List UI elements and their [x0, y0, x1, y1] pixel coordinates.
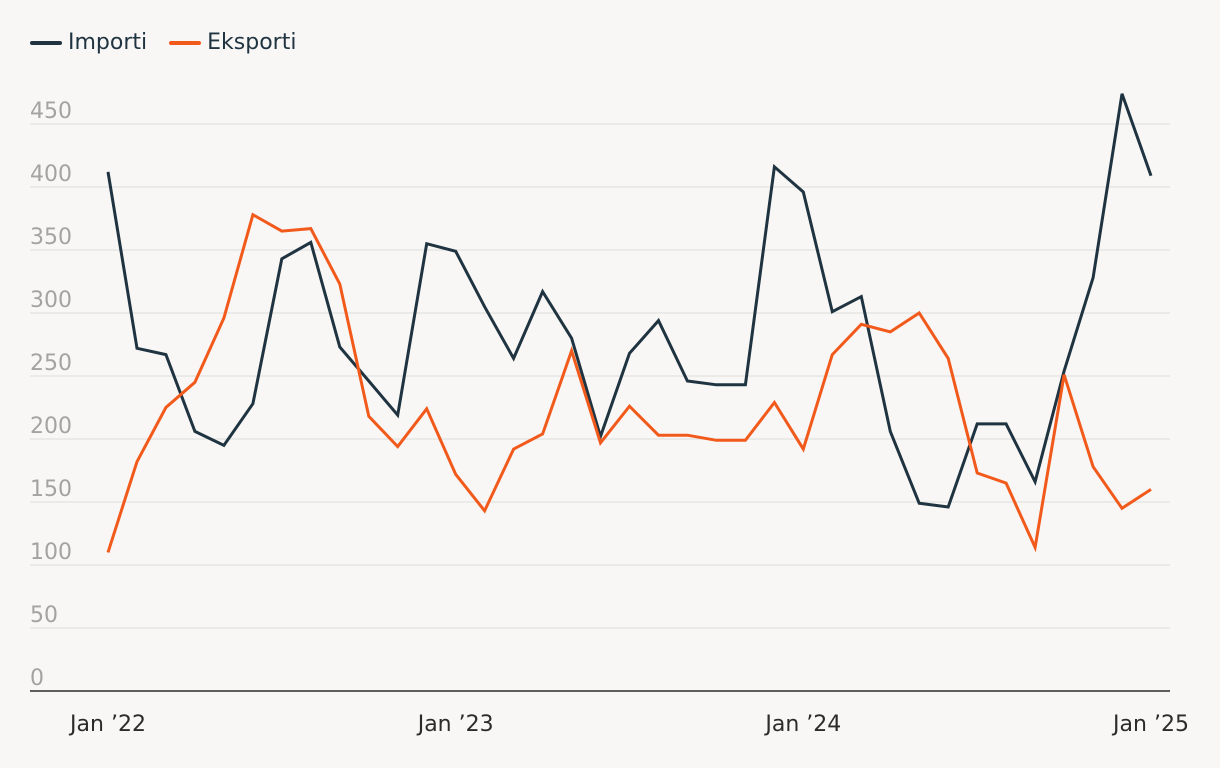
legend-swatch-importi	[30, 40, 62, 45]
legend-swatch-eksporti	[169, 40, 202, 45]
y-tick-label-450: 450	[30, 99, 72, 124]
y-tick-label-200: 200	[30, 414, 72, 439]
y-tick-label-300: 300	[30, 288, 72, 313]
y-tick-label-400: 400	[30, 162, 72, 187]
y-tick-label-350: 350	[30, 225, 72, 250]
x-tick-label-0: Jan ’22	[68, 712, 146, 737]
x-tick-label-3: Jan ’25	[1111, 712, 1189, 737]
y-tick-label-250: 250	[30, 351, 72, 376]
legend-label-eksporti: Eksporti	[207, 30, 297, 55]
legend-item-importi: Importi	[30, 30, 147, 55]
legend-label-importi: Importi	[68, 30, 148, 55]
series-line-importi	[106, 93, 1153, 509]
chart-legend: Importi Eksporti	[30, 30, 296, 55]
y-tick-label-150: 150	[30, 477, 72, 502]
series-line-eksporti	[106, 212, 1152, 553]
y-tick-label-100: 100	[30, 540, 72, 565]
y-tick-label-50: 50	[30, 603, 58, 628]
y-tick-label-0: 0	[30, 666, 44, 691]
x-tick-label-1: Jan ’23	[416, 712, 494, 737]
legend-item-eksporti: Eksporti	[169, 30, 296, 55]
x-tick-label-2: Jan ’24	[763, 712, 841, 737]
